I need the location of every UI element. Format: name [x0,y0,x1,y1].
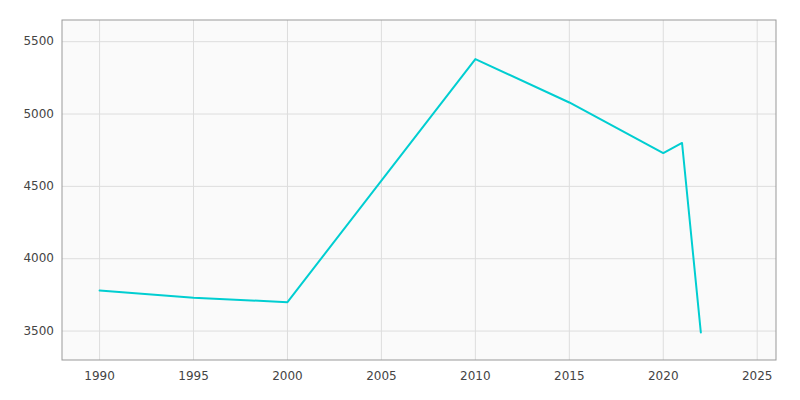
y-tick-label: 4500 [23,179,54,193]
x-tick-label: 2015 [554,369,585,383]
grid [62,20,776,360]
x-grid-line [569,20,570,360]
y-tick-label: 5500 [23,34,54,48]
y-tick-label: 4000 [23,251,54,265]
y-tick-label: 5000 [23,107,54,121]
x-grid-line [475,20,476,360]
chart: 3500 4000 4500 5000 5500 1990 1995 2000 2005 2010… [0,0,800,400]
y-tick-label: 3500 [23,324,54,338]
y-grid-line [62,41,776,42]
plot-area [62,20,776,360]
x-tick-label: 2000 [272,369,303,383]
plot-frame [62,20,776,360]
x-grid-line [287,20,288,360]
x-tick-label: 2010 [460,369,491,383]
data-layer [100,59,701,332]
x-grid-line [381,20,382,360]
x-grid-line [757,20,758,360]
x-grid-line [99,20,100,360]
y-grid-line [62,331,776,332]
x-tick-label: 1995 [178,369,209,383]
x-tick-label: 2025 [742,369,773,383]
x-tick-label: 1990 [84,369,115,383]
chart-container: 3500 4000 4500 5000 5500 1990 1995 2000 2005 2010… [0,0,800,400]
y-grid-line [62,258,776,259]
y-grid-line [62,114,776,115]
x-tick-label: 2020 [648,369,679,383]
x-grid-line [193,20,194,360]
x-grid-line [663,20,664,360]
y-grid-line [62,186,776,187]
x-tick-label: 2005 [366,369,397,383]
data-line [100,59,701,332]
